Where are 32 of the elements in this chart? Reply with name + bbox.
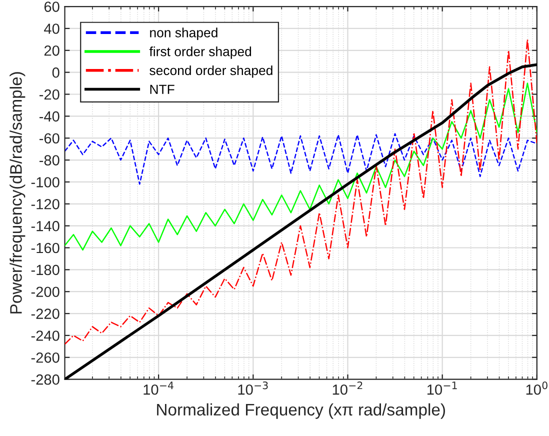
legend-label: NTF: [150, 84, 174, 94]
y-axis-title: Power/frequency(dB/rad/sample): [10, 72, 26, 314]
line-series: [64, 82, 537, 251]
y-tick-label: -280: [31, 374, 60, 385]
y-tick-label: -80: [39, 155, 60, 166]
x-tick-label: 10$^{0}$: [526, 381, 548, 395]
y-tick-label: -240: [31, 330, 60, 341]
y-tick-label: 60: [44, 2, 60, 12]
y-tick-label: -180: [31, 264, 60, 276]
y-tick-label: -220: [31, 308, 60, 319]
x-tick-label: 10$^{−3}$: [238, 381, 268, 395]
line-series: [64, 133, 537, 185]
y-tick-label: 40: [44, 24, 60, 34]
y-tick-label: -40: [39, 111, 60, 122]
y-tick-label: 20: [44, 45, 60, 56]
x-axis-title: Normalized Frequency (xπ rad/sample): [157, 403, 445, 419]
x-tick-label: 10$^{−2}$: [332, 381, 362, 395]
y-tick-label: -60: [39, 133, 60, 144]
x-tick-label: 10$^{−1}$: [427, 382, 457, 395]
y-tick-label: -160: [31, 242, 60, 254]
legend-label: second order shaped: [150, 65, 272, 78]
legend-label: first order shaped: [149, 46, 252, 59]
x-tick-label: 10$^{−4}$: [144, 382, 174, 395]
line-series: [64, 38, 537, 345]
y-tick-label: -100: [31, 177, 60, 188]
y-tick-label: -260: [31, 352, 60, 363]
y-tick-label: -140: [31, 220, 60, 232]
y-tick-label: -200: [31, 286, 60, 298]
y-tick-label: -120: [31, 198, 60, 210]
legend-label: non shaped: [150, 28, 218, 40]
y-tick-label: -20: [39, 89, 60, 100]
y-tick-label: 0: [52, 67, 60, 78]
